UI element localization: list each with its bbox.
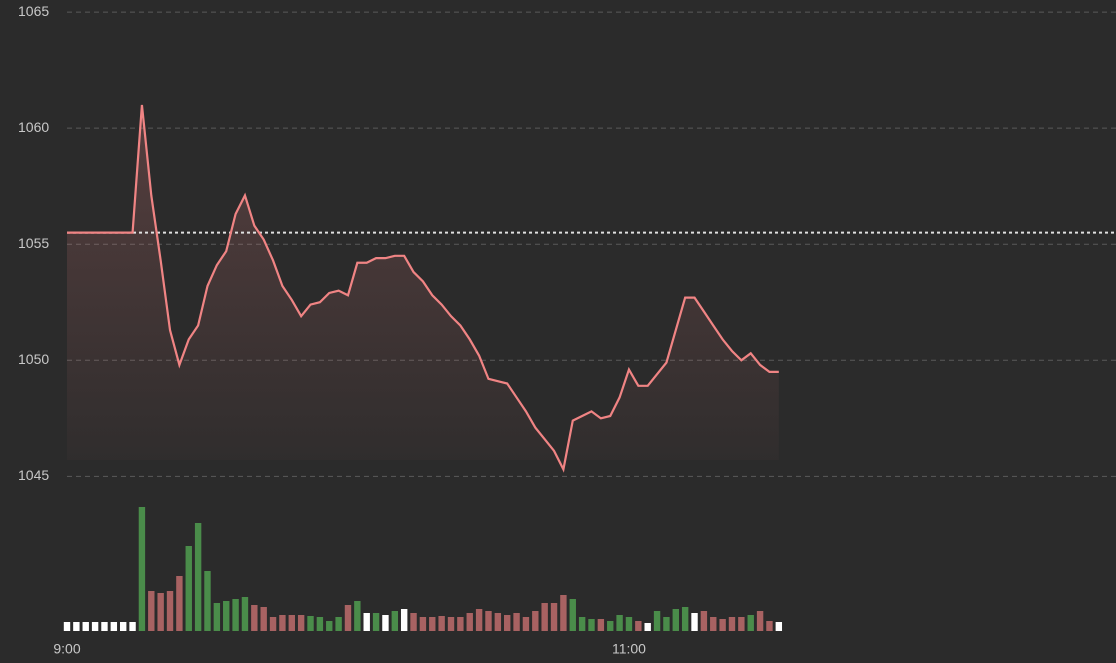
volume-bar (644, 623, 651, 631)
volume-bar (532, 611, 539, 631)
volume-bar (672, 609, 679, 631)
volume-bar (307, 616, 314, 631)
volume-bar (223, 601, 230, 631)
volume-bar (747, 615, 754, 631)
volume-bar (166, 591, 174, 631)
volume-bar (457, 617, 464, 631)
volume-bar (569, 599, 576, 631)
volume-bar (691, 613, 698, 631)
volume-bar (326, 621, 333, 631)
volume-bar (279, 615, 286, 631)
volume-bar (110, 622, 118, 631)
volume-bar (616, 615, 623, 631)
price-line (67, 104, 779, 473)
volume-bar (316, 617, 324, 631)
price-area (67, 104, 779, 470)
volume-bar (138, 507, 146, 631)
y-tick-label: 1050 (18, 351, 49, 367)
volume-bar (241, 597, 249, 631)
volume-bar (269, 617, 277, 631)
volume-bar (251, 605, 258, 631)
volume-bar (297, 615, 305, 631)
volume-bar (354, 601, 361, 631)
volume-bar (391, 611, 399, 631)
volume-bar (588, 619, 595, 631)
volume-bar (775, 622, 783, 631)
volume-bar (700, 611, 708, 631)
volume-bar (204, 571, 211, 631)
volume-bar (344, 605, 352, 631)
volume-bar (635, 621, 642, 631)
volume-bar (129, 622, 136, 631)
volume-bar (91, 622, 99, 631)
volume-bar (560, 595, 567, 631)
volume-bar (73, 622, 80, 631)
volume-bar (710, 617, 717, 631)
y-tick-label: 1045 (18, 467, 49, 483)
volume-bar (382, 615, 389, 631)
volume-bar (372, 613, 380, 631)
volume-bar (607, 621, 614, 631)
volume-bar (82, 622, 89, 631)
volume-bar (756, 611, 764, 631)
volume-bar (578, 617, 586, 631)
volume-bar (738, 617, 745, 631)
volume-bar (213, 603, 221, 631)
volume-bar (663, 617, 670, 631)
volume-bar (466, 613, 473, 631)
volume-bar (485, 611, 492, 631)
volume-bar (447, 617, 455, 631)
y-tick-label: 1060 (18, 119, 49, 135)
x-tick-label: 11:00 (612, 641, 646, 657)
volume-bar (438, 616, 445, 631)
volume-bar (335, 617, 342, 631)
volume-bar (728, 617, 736, 631)
volume-bar (176, 576, 183, 631)
volume-bar (494, 613, 502, 631)
volume-bar (513, 613, 520, 631)
volume-bar (260, 607, 267, 631)
volume-bar (185, 546, 192, 631)
volume-bar (681, 607, 689, 631)
volume-bar (363, 613, 370, 631)
x-tick-label: 9:00 (53, 641, 80, 657)
volume-bar (719, 619, 726, 631)
volume-bar (541, 603, 548, 631)
volume-bar (429, 617, 436, 631)
volume-bar (653, 611, 661, 631)
y-tick-label: 1055 (18, 235, 49, 251)
volume-bar (410, 613, 417, 631)
volume-bar (625, 617, 633, 631)
volume-bar (232, 599, 239, 631)
volume-bar (766, 621, 773, 631)
volume-bar (119, 622, 127, 631)
volume-bar (63, 622, 71, 631)
volume-bar (157, 593, 164, 631)
volume-bar (475, 609, 483, 631)
volume-bar (550, 603, 558, 631)
volume-bar (101, 622, 108, 631)
volume-bar (400, 609, 408, 631)
volume-bar (522, 617, 530, 631)
volume-bar (194, 523, 202, 631)
y-tick-label: 1065 (18, 3, 49, 19)
volume-bar (504, 615, 511, 631)
volume-bar (288, 615, 295, 631)
volume-bar (597, 619, 605, 631)
volume-bar (419, 617, 427, 631)
volume-bar (148, 591, 155, 631)
